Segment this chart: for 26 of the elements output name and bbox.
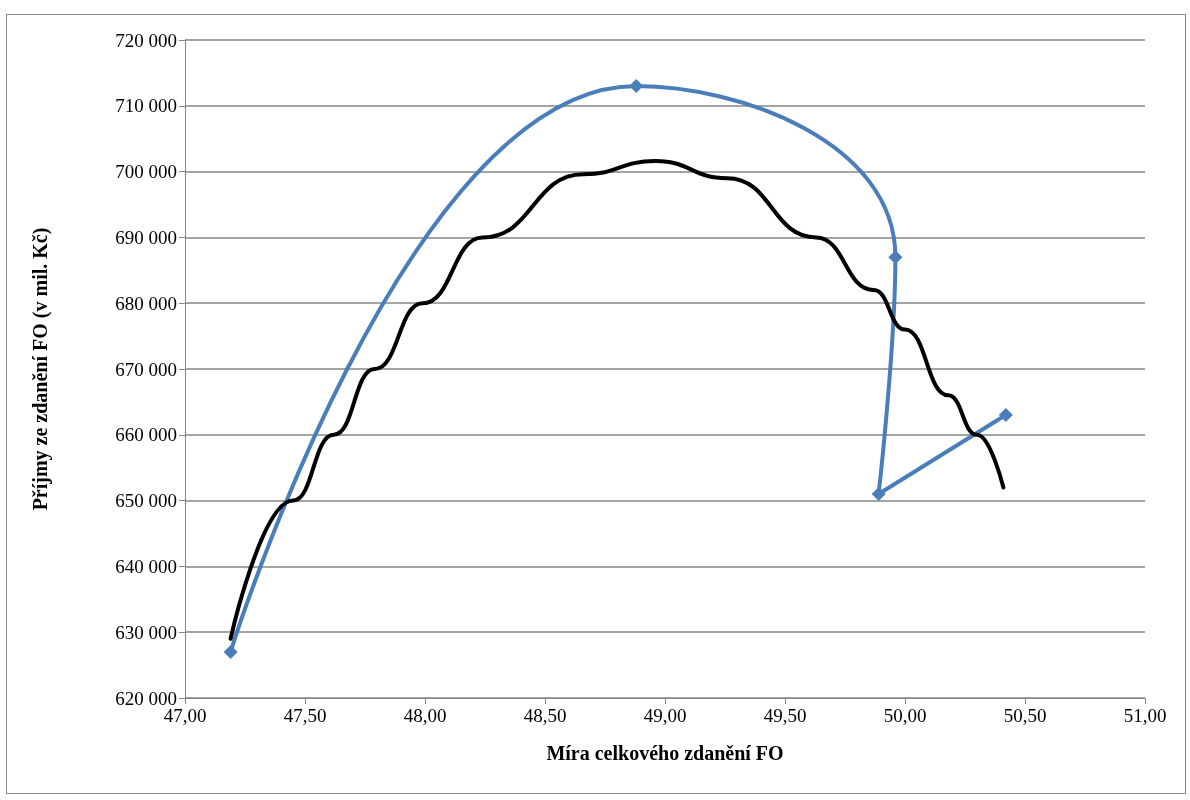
y-tick-label: 700 000 (115, 161, 177, 183)
point (223, 644, 238, 659)
line-series (228, 159, 1006, 641)
x-tick-label: 49,00 (643, 705, 687, 726)
x-tick-label: 50,00 (883, 705, 927, 726)
point (629, 79, 644, 94)
x-tick-label: 47,50 (283, 705, 327, 726)
y-tick-label: 720 000 (115, 29, 177, 51)
y-tick-label: 670 000 (115, 358, 177, 380)
x-tick-label: 48,50 (523, 705, 567, 726)
x-tick-label: 51,00 (1123, 705, 1167, 726)
y-tick-label: 690 000 (115, 226, 177, 248)
x-tick-label: 50,50 (1003, 705, 1047, 726)
point (998, 408, 1013, 423)
y-axis-title: Příjmy ze zdanění FO (v mil. Kč) (29, 227, 52, 511)
x-tick-label: 48,00 (403, 705, 447, 726)
y-tick-label: 650 000 (115, 490, 177, 512)
x-tick-label: 49,50 (763, 705, 807, 726)
y-tick-label: 710 000 (115, 95, 177, 117)
y-tick-label: 680 000 (115, 292, 177, 314)
y-tick-label: 630 000 (115, 621, 177, 643)
y-tick-label: 660 000 (115, 424, 177, 446)
x-axis-title: Míra celkového zdanění FO (546, 742, 784, 764)
y-tick-label: 640 000 (115, 555, 177, 577)
point (871, 487, 886, 502)
point (888, 250, 903, 265)
